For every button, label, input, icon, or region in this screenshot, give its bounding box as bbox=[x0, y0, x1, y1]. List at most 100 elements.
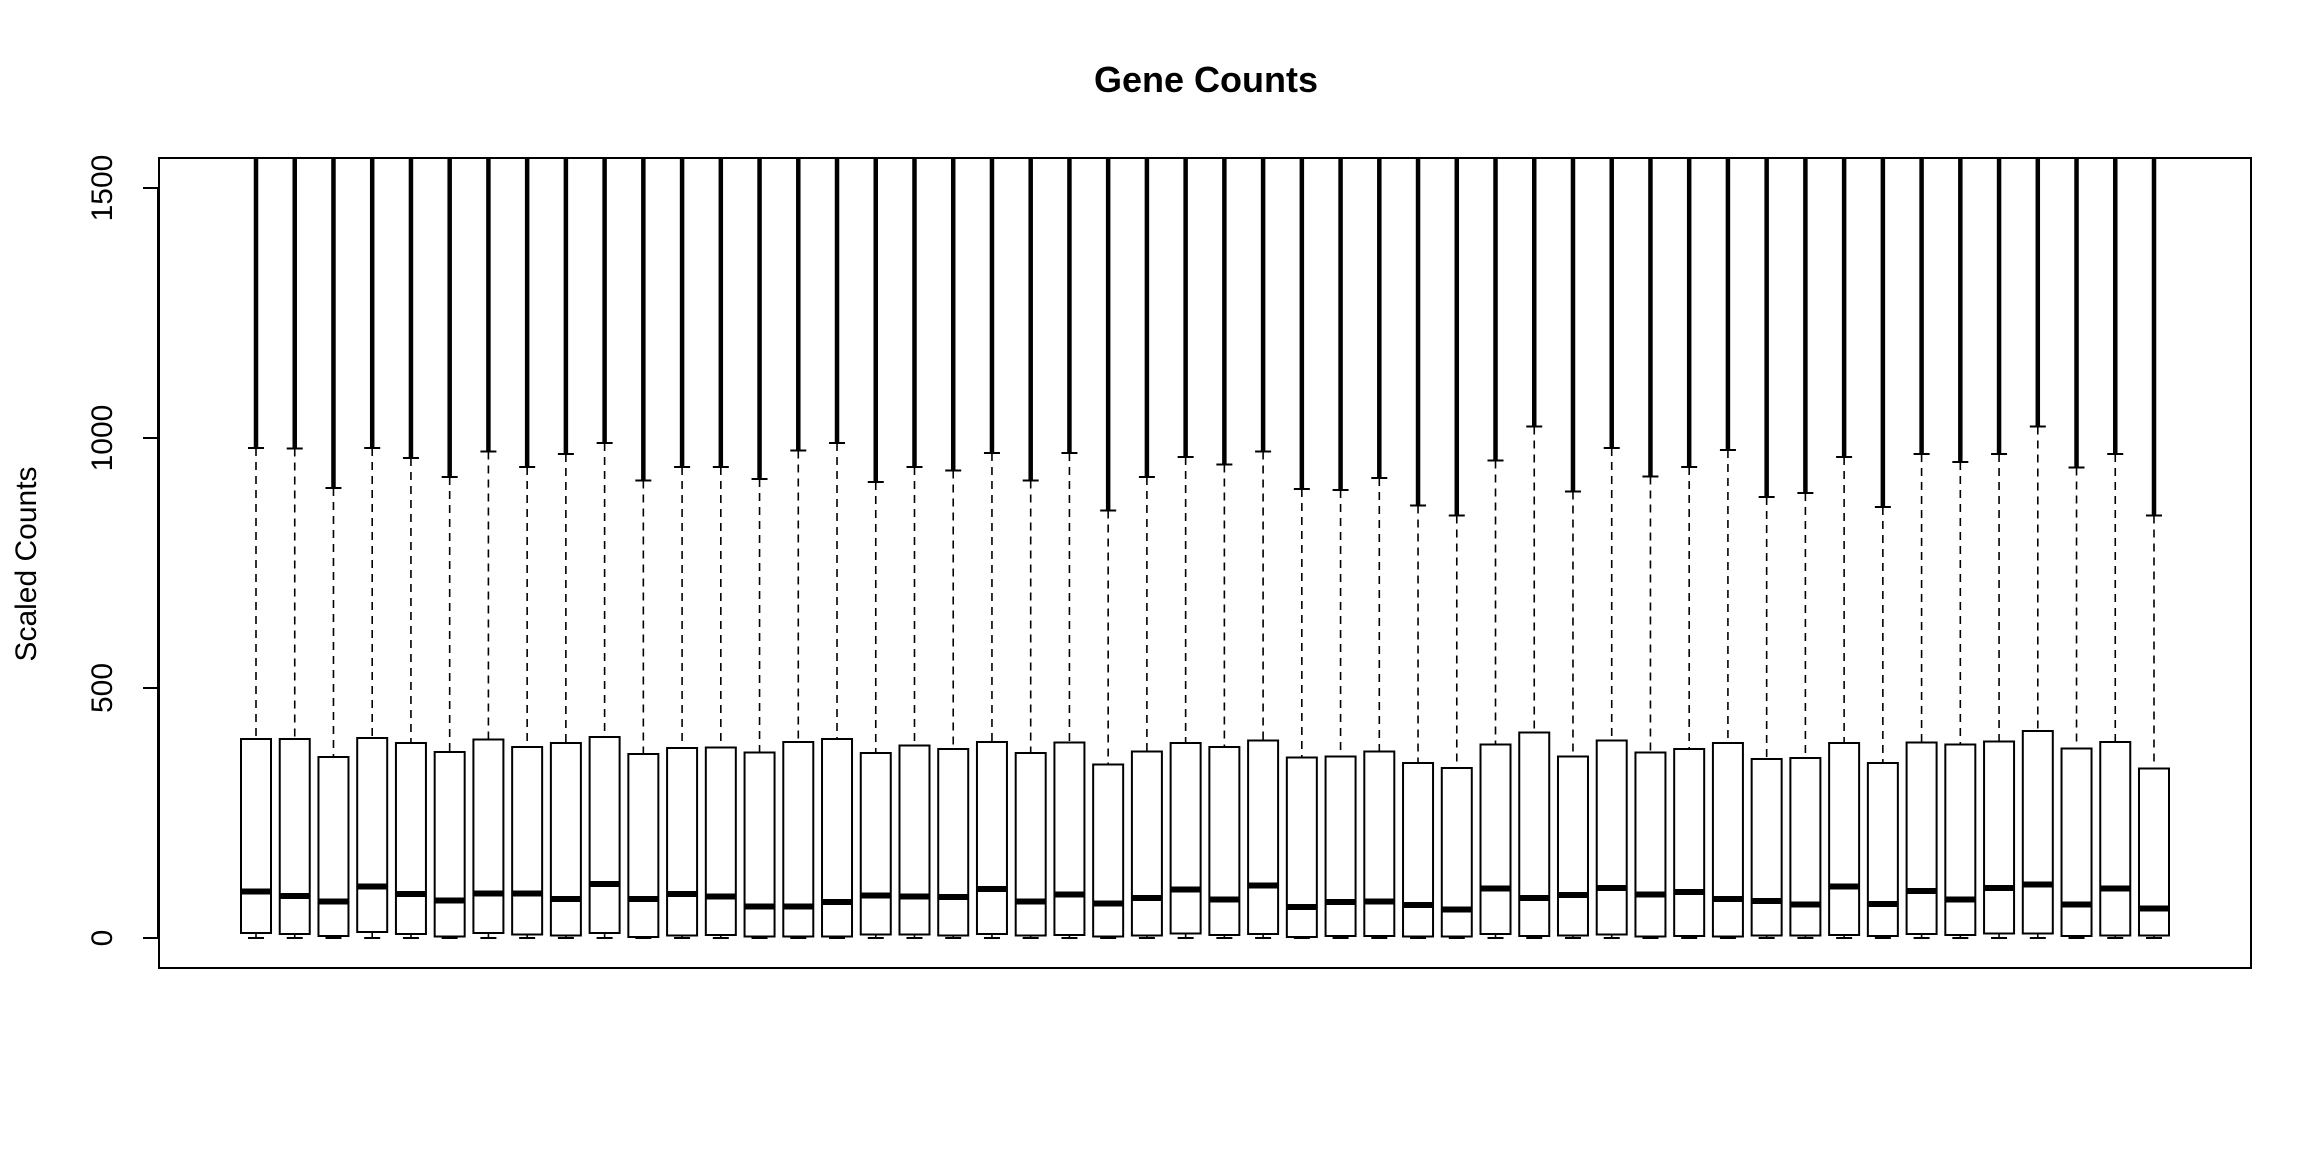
box-25 bbox=[1169, 159, 1202, 939]
box-body bbox=[2060, 747, 2093, 937]
box-17 bbox=[859, 159, 892, 939]
box-45 bbox=[1944, 159, 1977, 939]
box-21 bbox=[1014, 159, 1047, 939]
box-16 bbox=[821, 159, 854, 939]
box-7 bbox=[472, 159, 505, 939]
box-body bbox=[1556, 755, 1589, 937]
box-13 bbox=[704, 159, 737, 939]
box-48 bbox=[2060, 159, 2093, 939]
box-38 bbox=[1673, 159, 1706, 939]
y-tick-label: 1000 bbox=[86, 405, 119, 472]
box-body bbox=[1634, 751, 1667, 938]
box-body bbox=[588, 736, 621, 934]
box-body bbox=[1169, 742, 1202, 935]
y-axis: 0 500 1000 1500 bbox=[86, 155, 159, 947]
box-body bbox=[1324, 755, 1357, 937]
box-36 bbox=[1595, 159, 1628, 939]
box-body bbox=[1789, 757, 1822, 937]
box-27 bbox=[1247, 159, 1280, 939]
box-40 bbox=[1750, 159, 1783, 939]
box-30 bbox=[1363, 159, 1396, 939]
box-body bbox=[1944, 743, 1977, 936]
box-body bbox=[627, 753, 660, 938]
y-tick-label: 1500 bbox=[86, 155, 119, 222]
box-8 bbox=[511, 159, 544, 939]
box-body bbox=[240, 738, 272, 934]
box-5 bbox=[394, 159, 427, 939]
box-body bbox=[472, 738, 505, 934]
box-50 bbox=[2138, 159, 2170, 939]
box-22 bbox=[1053, 159, 1086, 939]
box-9 bbox=[549, 159, 582, 939]
box-body bbox=[1673, 748, 1706, 937]
box-body bbox=[356, 737, 389, 933]
box-body bbox=[394, 742, 427, 935]
box-6 bbox=[433, 159, 466, 939]
box-body bbox=[1014, 752, 1047, 937]
box-28 bbox=[1285, 159, 1318, 939]
box-47 bbox=[2021, 159, 2054, 939]
box-11 bbox=[627, 159, 660, 939]
box-37 bbox=[1634, 159, 1667, 939]
chart-title: Gene Counts bbox=[1094, 59, 1318, 100]
y-tick-label: 0 bbox=[86, 930, 119, 947]
box-body bbox=[1905, 741, 1938, 935]
box-35 bbox=[1556, 159, 1589, 939]
box-26 bbox=[1208, 159, 1241, 939]
box-body bbox=[1866, 762, 1899, 937]
box-12 bbox=[666, 159, 699, 939]
box-23 bbox=[1092, 159, 1125, 939]
box-body bbox=[1208, 746, 1241, 936]
boxes-layer bbox=[240, 159, 2170, 939]
box-2 bbox=[278, 159, 311, 939]
box-32 bbox=[1440, 159, 1473, 939]
box-15 bbox=[782, 159, 815, 939]
box-body bbox=[1130, 750, 1163, 937]
y-axis-label: Scaled Counts bbox=[10, 466, 43, 661]
box-body bbox=[1595, 739, 1628, 936]
box-19 bbox=[937, 159, 970, 939]
box-body bbox=[1402, 762, 1435, 938]
box-body bbox=[1518, 731, 1551, 937]
box-43 bbox=[1866, 159, 1899, 939]
box-body bbox=[975, 741, 1008, 935]
box-body bbox=[278, 738, 311, 935]
box-body bbox=[1053, 741, 1086, 936]
box-33 bbox=[1479, 159, 1512, 939]
box-body bbox=[511, 746, 544, 936]
box-41 bbox=[1789, 159, 1822, 939]
box-44 bbox=[1905, 159, 1938, 939]
box-46 bbox=[1983, 159, 2016, 939]
box-body bbox=[317, 756, 350, 937]
box-body bbox=[937, 748, 970, 937]
box-body bbox=[1247, 739, 1280, 935]
box-39 bbox=[1711, 159, 1744, 939]
box-body bbox=[1750, 758, 1783, 937]
box-body bbox=[1092, 763, 1125, 938]
box-body bbox=[2099, 741, 2132, 937]
box-body bbox=[2021, 730, 2054, 935]
box-body bbox=[1828, 742, 1861, 936]
box-body bbox=[859, 752, 892, 936]
box-body bbox=[1711, 742, 1744, 938]
box-31 bbox=[1402, 159, 1435, 939]
box-body bbox=[1983, 740, 2016, 935]
box-20 bbox=[975, 159, 1008, 939]
box-body bbox=[1363, 750, 1396, 937]
box-body bbox=[433, 751, 466, 938]
box-49 bbox=[2099, 159, 2132, 939]
box-1 bbox=[240, 159, 272, 939]
box-body bbox=[549, 742, 582, 937]
box-3 bbox=[317, 159, 350, 939]
box-29 bbox=[1324, 159, 1357, 939]
box-10 bbox=[588, 159, 621, 939]
plot-frame bbox=[158, 157, 2252, 969]
box-14 bbox=[743, 159, 776, 939]
box-body bbox=[1479, 743, 1512, 935]
box-18 bbox=[898, 159, 931, 939]
box-body bbox=[898, 744, 931, 936]
box-body bbox=[666, 747, 699, 937]
box-body bbox=[704, 746, 737, 936]
box-24 bbox=[1130, 159, 1163, 939]
